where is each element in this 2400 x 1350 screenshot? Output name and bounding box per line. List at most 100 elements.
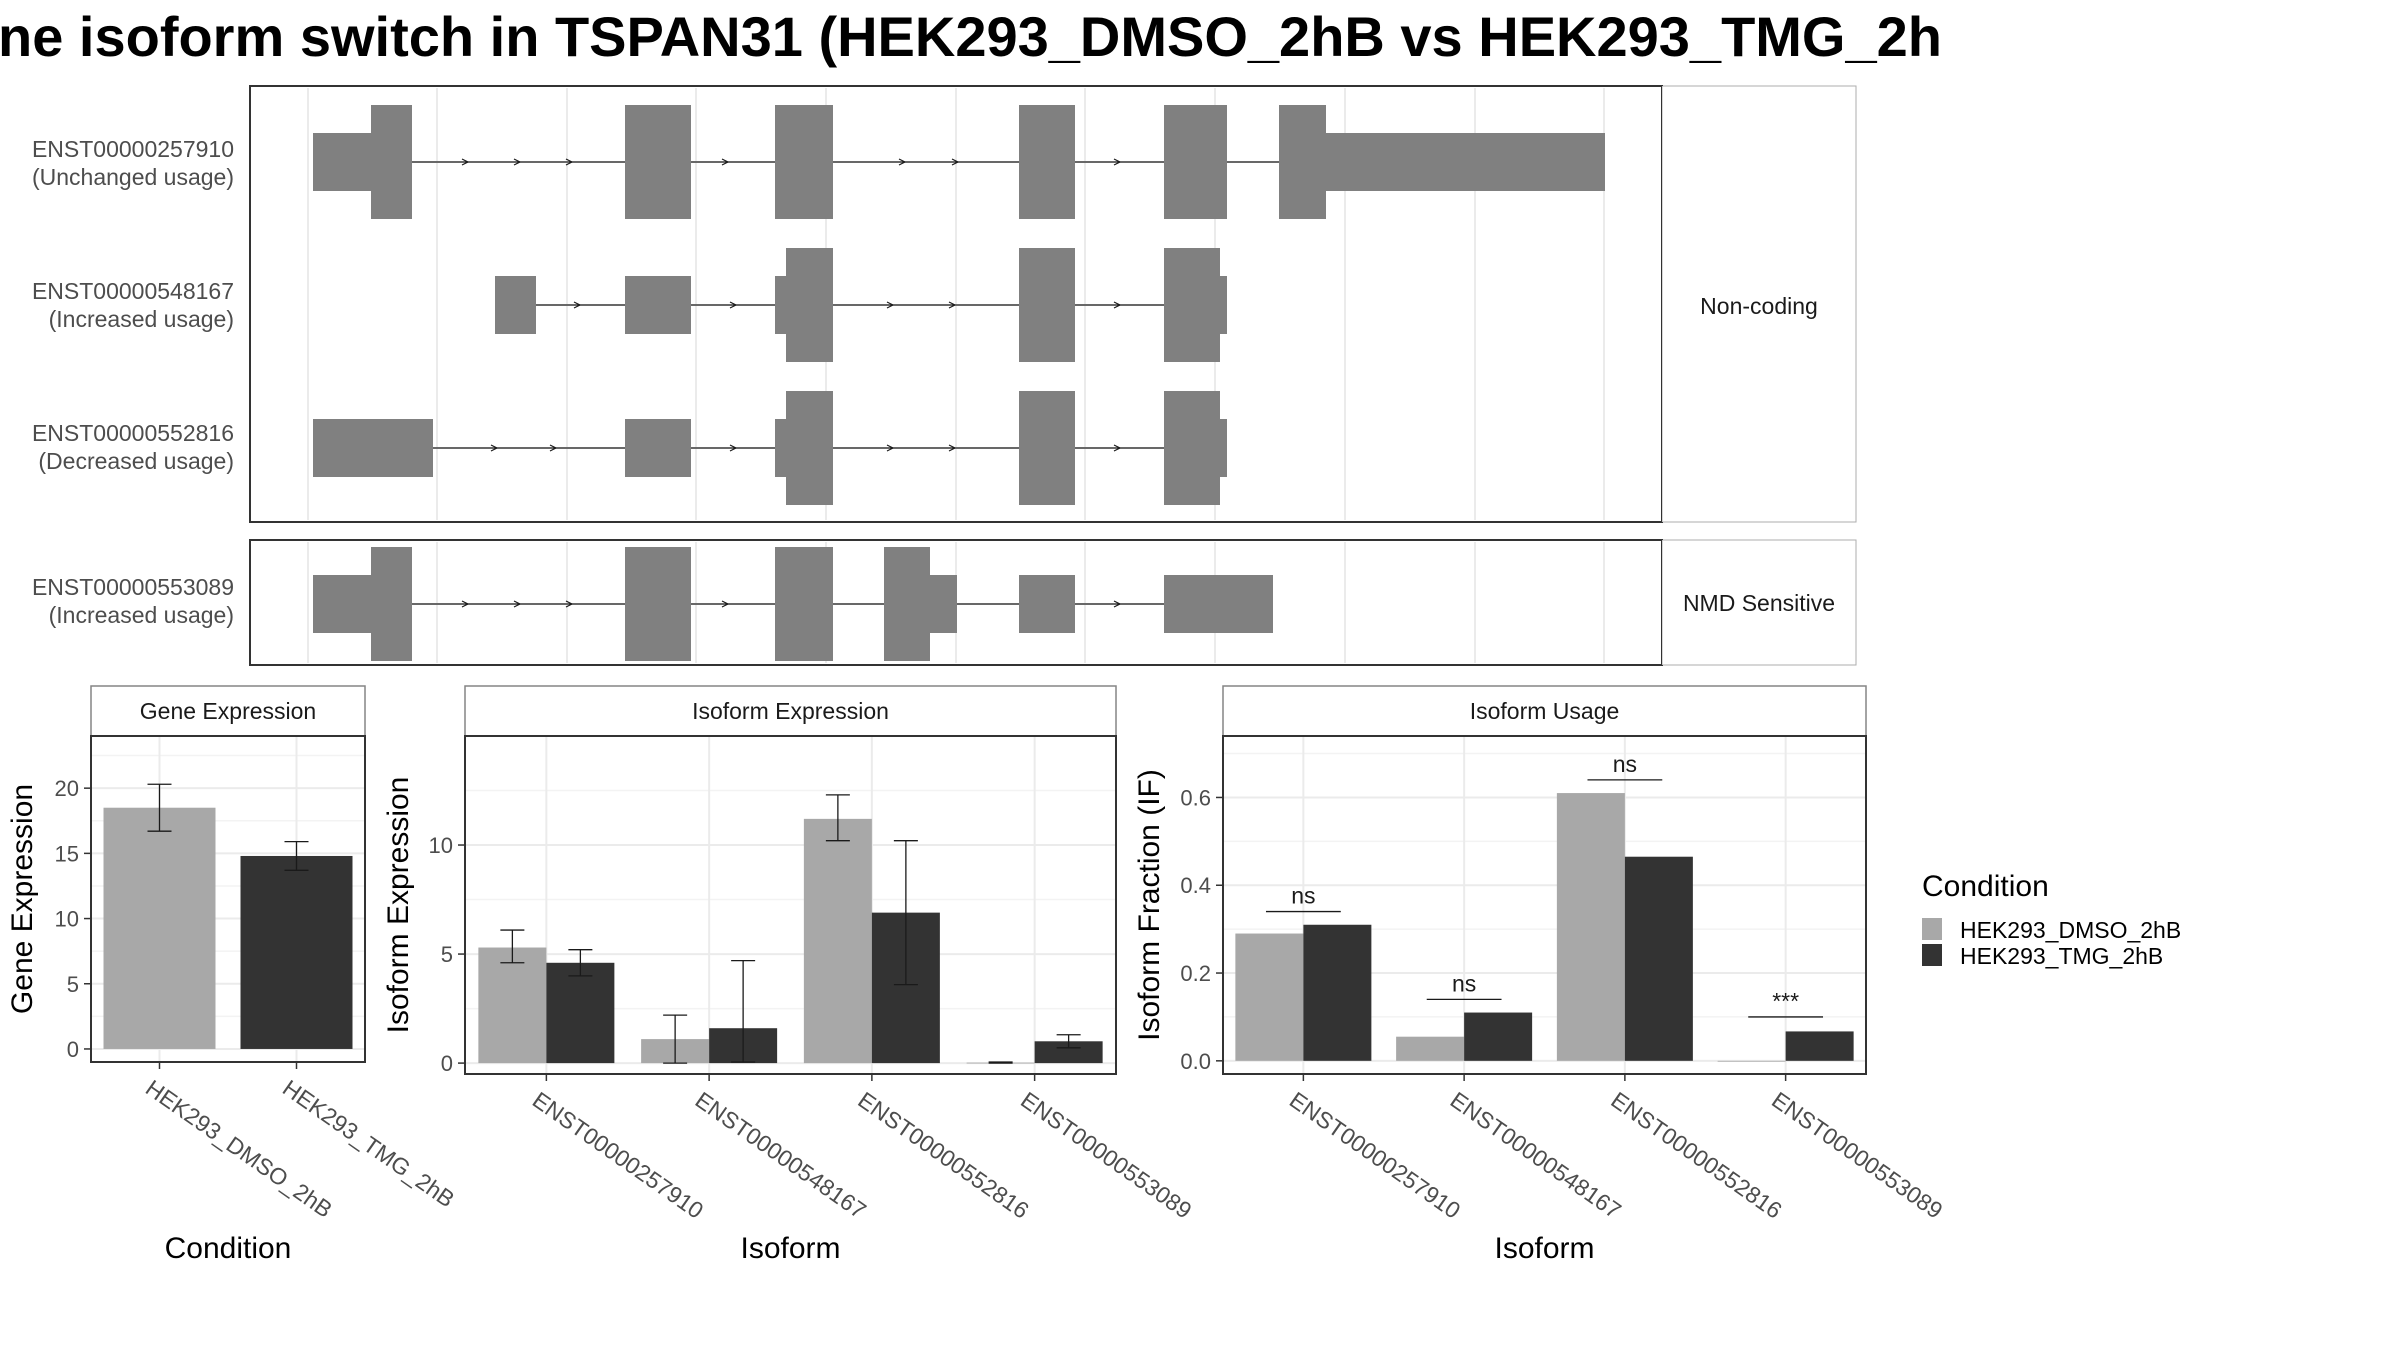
x-tick-label: ENST00000553089 [1767,1087,1947,1224]
bar [1303,924,1372,1061]
strand-arrow [490,444,499,452]
strand-arrow [886,444,895,452]
panel-title: Gene Expression [140,698,316,724]
strand-arrow [565,600,574,608]
exon [625,276,691,334]
exon [930,575,957,633]
bar [803,818,872,1064]
isoform-expression-chart: Isoform Expression0510ENST00000257910ENS… [382,685,1197,1265]
exon [1019,105,1075,219]
strand-arrow [886,301,895,309]
exon [1019,248,1075,362]
y-axis-title: Gene Expression [6,784,39,1014]
strand-arrow [565,158,574,166]
transcript-usage-label: (Increased usage) [49,306,234,332]
transcript-id-label: ENST00000548167 [32,278,234,304]
bar [240,855,353,1049]
exon [1220,419,1227,477]
exon [371,105,412,219]
legend-label-tmg: HEK293_TMG_2hB [1960,943,2163,969]
strand-arrow [513,158,522,166]
transcript-usage-label: (Decreased usage) [38,448,234,474]
y-tick-label: 5 [67,972,79,997]
strand-arrow [721,158,730,166]
strand-arrow [729,444,738,452]
exon [313,133,371,191]
exon [1326,133,1605,191]
x-tick-label: ENST00000553089 [1016,1087,1196,1224]
significance-label: ns [1452,970,1476,996]
panel-border [464,735,1117,1075]
exon [1019,391,1075,505]
panel-strip [464,685,1117,737]
exon [625,419,691,477]
exon [625,105,691,219]
panel-strip [90,685,366,737]
exon [1164,391,1220,505]
strand-arrow [549,444,558,452]
strand-arrow [1113,301,1122,309]
exon [1164,105,1227,219]
y-tick-label: 0.2 [1180,961,1211,986]
strand-arrow [951,158,960,166]
exon [1019,575,1075,633]
y-tick-label: 0.6 [1180,785,1211,810]
bar [1717,1060,1786,1062]
x-tick-label: ENST00000548167 [691,1087,871,1224]
legend-title: Condition [1922,870,2049,903]
x-tick-label: ENST00000548167 [1446,1087,1626,1224]
y-tick-label: 0.4 [1180,873,1211,898]
x-tick-label: ENST00000257910 [528,1087,708,1224]
transcript-usage-label: (Increased usage) [49,602,234,628]
transcript-panel-nmd: NMD Sensitive [249,539,1857,666]
strand-arrow [461,158,470,166]
x-tick-label: ENST00000257910 [1285,1087,1465,1224]
panel-title: Isoform Expression [692,698,889,724]
bar [1235,933,1304,1061]
panel-title: Isoform Usage [1470,698,1620,724]
legend-key-dmso [1922,918,1942,940]
transcript-rows [313,547,1273,661]
exon [884,547,930,661]
bar [1556,793,1625,1061]
y-tick-label: 15 [55,841,79,866]
exon [1279,105,1326,219]
transcript-id-label: ENST00000553089 [32,574,234,600]
strand-arrow [513,600,522,608]
exon [775,105,833,219]
y-tick-label: 0.0 [1180,1049,1211,1074]
y-tick-label: 5 [441,942,453,967]
legend-key-tmg [1922,944,1942,966]
strand-arrow [1113,444,1122,452]
bar [1624,856,1693,1061]
figure-title: ne isoform switch in TSPAN31 (HEK293_DMS… [0,5,1942,68]
strand-arrow [948,444,957,452]
strand-arrow [729,301,738,309]
strip-label-noncoding: Non-coding [1700,293,1818,319]
strand-arrow [721,600,730,608]
significance-label: ns [1291,883,1315,909]
exon [313,575,371,633]
exon [1164,575,1273,633]
bar [478,947,547,1064]
x-axis-title: Isoform [740,1232,840,1265]
gene-expression-chart: Gene Expression05101520HEK293_DMSO_2hBHE… [6,685,459,1265]
exon [1220,276,1227,334]
y-tick-label: 0 [441,1051,453,1076]
bar [1785,1031,1854,1061]
x-tick-label: ENST00000552816 [853,1087,1033,1224]
exon [775,276,786,334]
x-axis-title: Condition [165,1232,292,1265]
bar [103,807,216,1049]
transcript-panel-noncoding: Non-coding [249,85,1857,523]
isoform-usage-chart: Isoform Usage 0.0 0.2 0.4 0.6 ns ns ns *** ENST00… [1133,685,1948,1265]
bar [1464,1012,1533,1061]
exon [371,547,412,661]
exon [786,391,833,505]
transcript-rows [313,105,1605,505]
strand-arrow [948,301,957,309]
y-tick-label: 10 [429,833,453,858]
exon [495,276,536,334]
strip-label-nmd-sensitive: NMD Sensitive [1683,590,1835,616]
legend-label-dmso: HEK293_DMSO_2hB [1960,917,2181,943]
